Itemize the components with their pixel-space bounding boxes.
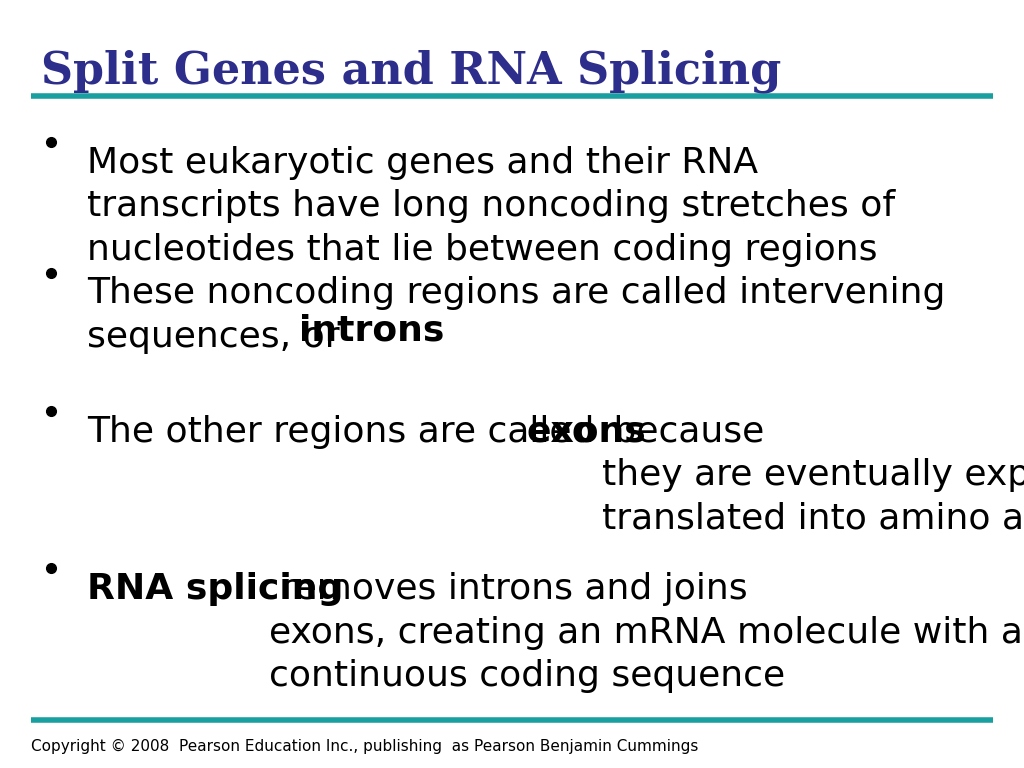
Text: introns: introns xyxy=(299,313,444,347)
Text: Copyright © 2008  Pearson Education Inc., publishing  as Pearson Benjamin Cummin: Copyright © 2008 Pearson Education Inc.,… xyxy=(31,739,698,754)
Text: RNA splicing: RNA splicing xyxy=(87,572,343,606)
Text: because
they are eventually expressed, usually
translated into amino acid sequen: because they are eventually expressed, u… xyxy=(602,415,1024,535)
Text: These noncoding regions are called intervening
sequences, or: These noncoding regions are called inter… xyxy=(87,276,945,354)
Text: Most eukaryotic genes and their RNA
transcripts have long noncoding stretches of: Most eukaryotic genes and their RNA tran… xyxy=(87,146,895,266)
Text: exons: exons xyxy=(526,415,646,449)
Text: removes introns and joins
exons, creating an mRNA molecule with a
continuous cod: removes introns and joins exons, creatin… xyxy=(269,572,1023,693)
Text: The other regions are called: The other regions are called xyxy=(87,415,606,449)
Text: Split Genes and RNA Splicing: Split Genes and RNA Splicing xyxy=(41,50,781,94)
